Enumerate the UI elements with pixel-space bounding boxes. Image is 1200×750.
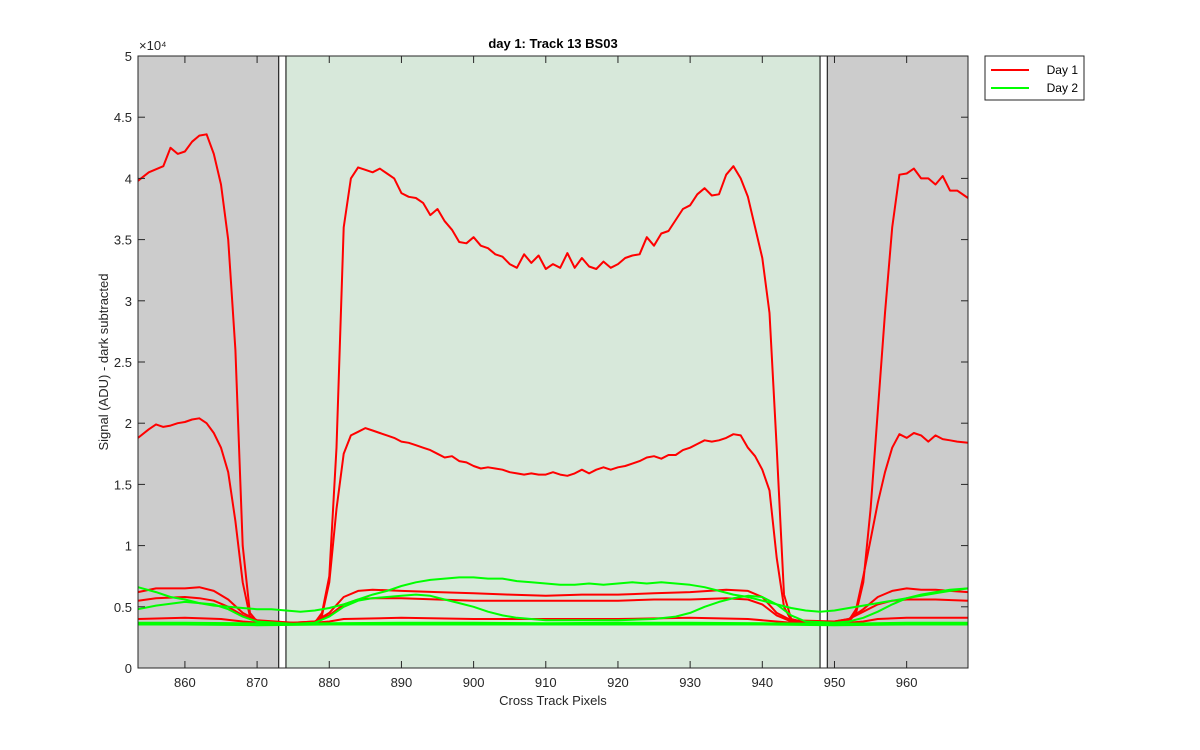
x-tick-label: 890 (391, 675, 413, 690)
y-tick-label: 4 (125, 171, 132, 186)
boundary-bar-0 (278, 55, 287, 669)
y-tick-label: 0 (125, 661, 132, 676)
y-tick-label: 1 (125, 539, 132, 554)
shaded-region-2 (823, 56, 968, 668)
x-tick-label: 880 (318, 675, 340, 690)
legend: Day 1 Day 2 (984, 55, 1085, 101)
y-tick-label: 2.5 (114, 355, 132, 370)
series-line-day-2-8 (138, 623, 968, 627)
legend-label-day-2: Day 2 (1047, 81, 1079, 95)
y-axis-label: Signal (ADU) - dark subtracted (96, 273, 111, 450)
x-tick-label: 910 (535, 675, 557, 690)
x-tick-label: 920 (607, 675, 629, 690)
x-tick-label: 950 (824, 675, 846, 690)
x-tick-label: 900 (463, 675, 485, 690)
x-axis-label: Cross Track Pixels (499, 693, 607, 708)
y-tick-label: 5 (125, 49, 132, 64)
legend-label-day-1: Day 1 (1047, 63, 1079, 77)
y-exponent-label: ×10⁴ (139, 38, 167, 53)
chart-title: day 1: Track 13 BS03 (488, 36, 617, 51)
series-line-day-2-7 (138, 621, 968, 625)
boundary-bar-1 (819, 55, 828, 669)
shaded-region-0 (138, 56, 283, 668)
y-axis-ticks: 0 0.5 1 1.5 2 2.5 3 3.5 4 4.5 5 (114, 49, 968, 676)
x-axis-ticks: 860 870 880 890 900 910 920 930 940 950 960 (174, 56, 918, 690)
x-tick-label: 870 (246, 675, 268, 690)
shaded-region-1 (282, 56, 824, 668)
legend-box (984, 55, 1085, 101)
series-lines (137, 133, 969, 627)
x-tick-label: 860 (174, 675, 196, 690)
x-tick-label: 930 (679, 675, 701, 690)
y-tick-label: 0.5 (114, 600, 132, 615)
series-line-day-1-3 (137, 596, 969, 624)
y-tick-label: 2 (125, 416, 132, 431)
y-tick-label: 3.5 (114, 233, 132, 248)
y-tick-label: 4.5 (114, 110, 132, 125)
x-tick-label: 960 (896, 675, 918, 690)
y-tick-label: 3 (125, 294, 132, 309)
series-line-day-2-5 (137, 576, 969, 613)
series-line-day-1-4 (137, 616, 968, 624)
series-line-day-1-2 (137, 586, 969, 624)
y-tick-label: 1.5 (114, 477, 132, 492)
x-tick-label: 940 (751, 675, 773, 690)
shaded-regions (138, 56, 968, 668)
